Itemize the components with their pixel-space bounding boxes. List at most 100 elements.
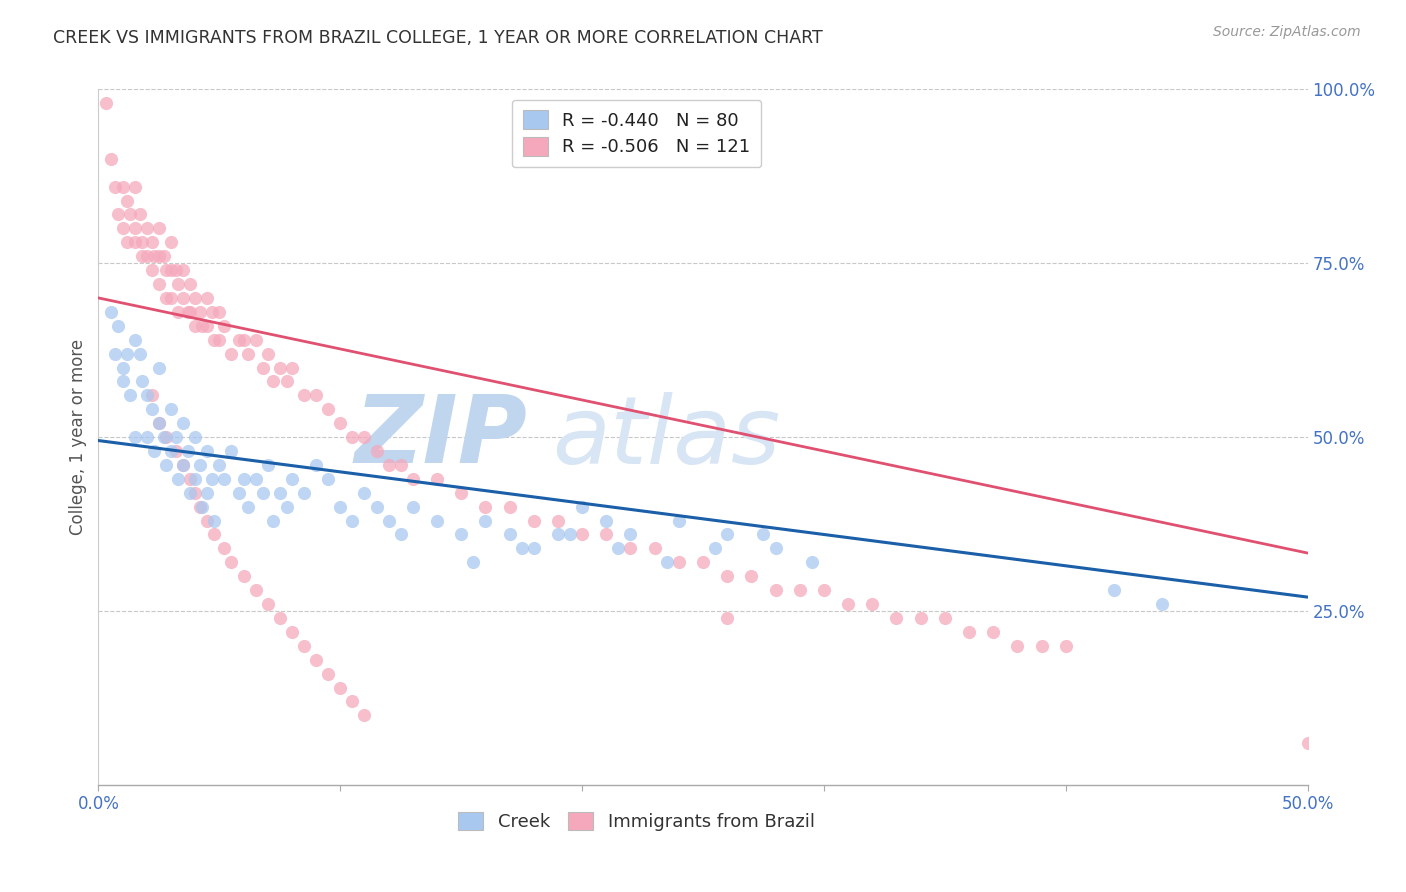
Point bbox=[342, 430, 364, 444]
Point bbox=[316, 472, 339, 486]
Point bbox=[366, 500, 388, 514]
Point bbox=[474, 500, 496, 514]
Legend: Creek, Immigrants from Brazil: Creek, Immigrants from Brazil bbox=[451, 805, 823, 838]
Point bbox=[1031, 639, 1053, 653]
Point bbox=[474, 514, 496, 528]
Point bbox=[135, 221, 157, 235]
Point bbox=[165, 263, 187, 277]
Point bbox=[143, 444, 166, 458]
Text: CREEK VS IMMIGRANTS FROM BRAZIL COLLEGE, 1 YEAR OR MORE CORRELATION CHART: CREEK VS IMMIGRANTS FROM BRAZIL COLLEGE,… bbox=[53, 29, 823, 46]
Point bbox=[668, 514, 690, 528]
Point bbox=[184, 472, 207, 486]
Text: ZIP: ZIP bbox=[354, 391, 527, 483]
Point bbox=[813, 583, 835, 598]
Point bbox=[141, 402, 163, 417]
Point bbox=[232, 569, 254, 583]
Point bbox=[252, 360, 274, 375]
Point bbox=[463, 555, 485, 569]
Point bbox=[252, 485, 274, 500]
Point bbox=[276, 375, 298, 389]
Point bbox=[547, 514, 569, 528]
Point bbox=[256, 458, 278, 472]
Point bbox=[135, 430, 157, 444]
Point bbox=[135, 388, 157, 402]
Point bbox=[212, 318, 235, 333]
Point bbox=[547, 527, 569, 541]
Point bbox=[204, 514, 226, 528]
Point bbox=[128, 346, 150, 360]
Point bbox=[595, 514, 617, 528]
Point bbox=[148, 277, 170, 291]
Point bbox=[165, 430, 187, 444]
Point bbox=[245, 333, 267, 347]
Point bbox=[837, 597, 859, 611]
Point bbox=[238, 500, 260, 514]
Point bbox=[172, 263, 194, 277]
Point bbox=[221, 346, 243, 360]
Point bbox=[716, 527, 738, 541]
Point bbox=[269, 360, 291, 375]
Point bbox=[716, 569, 738, 583]
Point bbox=[152, 430, 174, 444]
Point bbox=[245, 583, 267, 598]
Point bbox=[1102, 583, 1125, 598]
Point bbox=[141, 388, 163, 402]
Point bbox=[160, 402, 183, 417]
Point bbox=[1054, 639, 1077, 653]
Point bbox=[131, 249, 153, 263]
Point bbox=[644, 541, 666, 556]
Point bbox=[232, 472, 254, 486]
Point bbox=[523, 541, 546, 556]
Point bbox=[195, 485, 218, 500]
Point bbox=[165, 444, 187, 458]
Point bbox=[276, 500, 298, 514]
Point bbox=[155, 430, 177, 444]
Point bbox=[571, 527, 593, 541]
Y-axis label: College, 1 year or more: College, 1 year or more bbox=[69, 339, 87, 535]
Point bbox=[221, 444, 243, 458]
Point bbox=[704, 541, 727, 556]
Point bbox=[104, 179, 127, 194]
Point bbox=[316, 666, 339, 681]
Point bbox=[179, 485, 201, 500]
Point bbox=[104, 346, 127, 360]
Point bbox=[342, 694, 364, 708]
Point bbox=[342, 514, 364, 528]
Point bbox=[141, 235, 163, 250]
Point bbox=[1007, 639, 1029, 653]
Point bbox=[208, 305, 231, 319]
Point bbox=[740, 569, 762, 583]
Point bbox=[292, 388, 315, 402]
Text: atlas: atlas bbox=[551, 392, 780, 483]
Point bbox=[595, 527, 617, 541]
Point bbox=[886, 611, 908, 625]
Point bbox=[177, 444, 200, 458]
Point bbox=[167, 277, 190, 291]
Point bbox=[172, 291, 194, 305]
Point bbox=[212, 541, 235, 556]
Point bbox=[228, 485, 250, 500]
Point bbox=[245, 472, 267, 486]
Point bbox=[160, 263, 183, 277]
Point bbox=[195, 514, 218, 528]
Point bbox=[111, 375, 134, 389]
Point bbox=[160, 444, 183, 458]
Point bbox=[195, 318, 218, 333]
Point bbox=[256, 597, 278, 611]
Point bbox=[118, 388, 141, 402]
Point bbox=[131, 375, 153, 389]
Point bbox=[160, 235, 183, 250]
Point bbox=[201, 472, 224, 486]
Point bbox=[124, 221, 146, 235]
Point bbox=[305, 388, 328, 402]
Point bbox=[152, 249, 174, 263]
Point bbox=[179, 277, 201, 291]
Point bbox=[188, 305, 211, 319]
Point bbox=[655, 555, 678, 569]
Point bbox=[221, 555, 243, 569]
Point bbox=[860, 597, 883, 611]
Point bbox=[765, 541, 787, 556]
Point bbox=[117, 194, 139, 208]
Point bbox=[195, 291, 218, 305]
Point bbox=[269, 485, 291, 500]
